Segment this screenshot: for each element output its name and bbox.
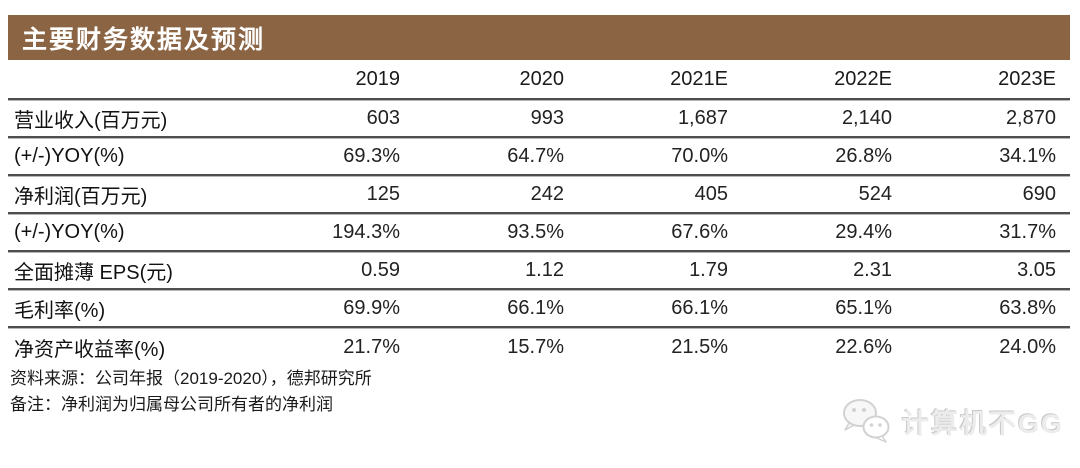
- cell-value: 15.7%: [507, 335, 564, 358]
- cell-value: 1.12: [525, 258, 564, 281]
- cell-value: 2.31: [853, 258, 892, 281]
- table-title-bar: 主要财务数据及预测: [8, 15, 1070, 60]
- cell-value: 524: [858, 182, 892, 205]
- cell-value: 993: [530, 106, 564, 129]
- cell-value: 66.1%: [671, 296, 728, 319]
- cell-value: 34.1%: [999, 144, 1056, 167]
- cell-value: 29.4%: [835, 220, 892, 243]
- table-title: 主要财务数据及预测: [22, 26, 266, 54]
- source-note: 资料来源：公司年报（2019-2020），德邦研究所: [10, 369, 372, 388]
- row-label: 净资产收益率(%): [14, 338, 166, 361]
- cell-value: 69.9%: [343, 296, 400, 319]
- table-row-eps: 全面摊薄 EPS(元) 0.59 1.12 1.79 2.31 3.05: [8, 252, 1070, 290]
- cell-value: 405: [694, 182, 728, 205]
- row-label: (+/-)YOY(%): [14, 144, 125, 167]
- watermark-text: 计算机不GG: [901, 408, 1064, 439]
- cell-value: 26.8%: [835, 144, 892, 167]
- row-label: 毛利率(%): [14, 299, 106, 322]
- cell-value: 125: [366, 182, 400, 205]
- cell-value: 1,687: [677, 106, 728, 129]
- cell-value: 1.79: [689, 258, 728, 281]
- cell-value: 31.7%: [999, 220, 1056, 243]
- cell-value: 64.7%: [507, 144, 564, 167]
- table-row-net-profit: 净利润(百万元) 125 242 405 524 690: [8, 176, 1070, 214]
- cell-value: 66.1%: [507, 296, 564, 319]
- cell-value: 21.7%: [343, 335, 400, 358]
- cell-value: 2,870: [1005, 106, 1056, 129]
- cell-value: 3.05: [1017, 258, 1056, 281]
- cell-value: 70.0%: [671, 144, 728, 167]
- cell-value: 69.3%: [343, 144, 400, 167]
- cell-value: 65.1%: [835, 296, 892, 319]
- financial-table: 2019 2020 2021E 2022E 2023E 营业收入(百万元) 60…: [8, 60, 1070, 366]
- cell-value: 2,140: [841, 106, 892, 129]
- column-header-2019: 2019: [355, 67, 401, 90]
- table-row-gross-margin: 毛利率(%) 69.9% 66.1% 66.1% 65.1% 63.8%: [8, 290, 1070, 328]
- cell-value: 22.6%: [835, 335, 892, 358]
- cell-value: 603: [366, 106, 400, 129]
- cell-value: 242: [530, 182, 564, 205]
- remark-note: 备注：净利润为归属母公司所有者的净利润: [10, 395, 333, 414]
- column-header-2022e: 2022E: [834, 67, 892, 90]
- column-header-2023e: 2023E: [998, 67, 1056, 90]
- cell-value: 67.6%: [671, 220, 728, 243]
- row-label: 净利润(百万元): [14, 185, 148, 208]
- cell-value: 21.5%: [671, 335, 728, 358]
- table-row-revenue: 营业收入(百万元) 603 993 1,687 2,140 2,870: [8, 100, 1070, 138]
- table-footnotes: 资料来源：公司年报（2019-2020），德邦研究所 备注：净利润为归属母公司所…: [10, 366, 372, 418]
- cell-value: 194.3%: [332, 220, 400, 243]
- cell-value: 0.59: [361, 258, 400, 281]
- row-label: (+/-)YOY(%): [14, 220, 125, 243]
- cell-value: 690: [1022, 182, 1056, 205]
- row-label: 营业收入(百万元): [14, 109, 168, 132]
- column-header-2021e: 2021E: [670, 67, 728, 90]
- cell-value: 63.8%: [999, 296, 1056, 319]
- column-header-2020: 2020: [519, 67, 565, 90]
- table-row-net-profit-yoy: (+/-)YOY(%) 194.3% 93.5% 67.6% 29.4% 31.…: [8, 214, 1070, 252]
- cell-value: 24.0%: [999, 335, 1056, 358]
- watermark: 计算机不GG: [840, 398, 1064, 444]
- table-row-roe: 净资产收益率(%) 21.7% 15.7% 21.5% 22.6% 24.0%: [8, 328, 1070, 366]
- table-row-revenue-yoy: (+/-)YOY(%) 69.3% 64.7% 70.0% 26.8% 34.1…: [8, 138, 1070, 176]
- cell-value: 93.5%: [507, 220, 564, 243]
- wechat-icon: [842, 399, 890, 443]
- row-label: 全面摊薄 EPS(元): [14, 261, 173, 284]
- table-header-row: 2019 2020 2021E 2022E 2023E: [8, 60, 1070, 100]
